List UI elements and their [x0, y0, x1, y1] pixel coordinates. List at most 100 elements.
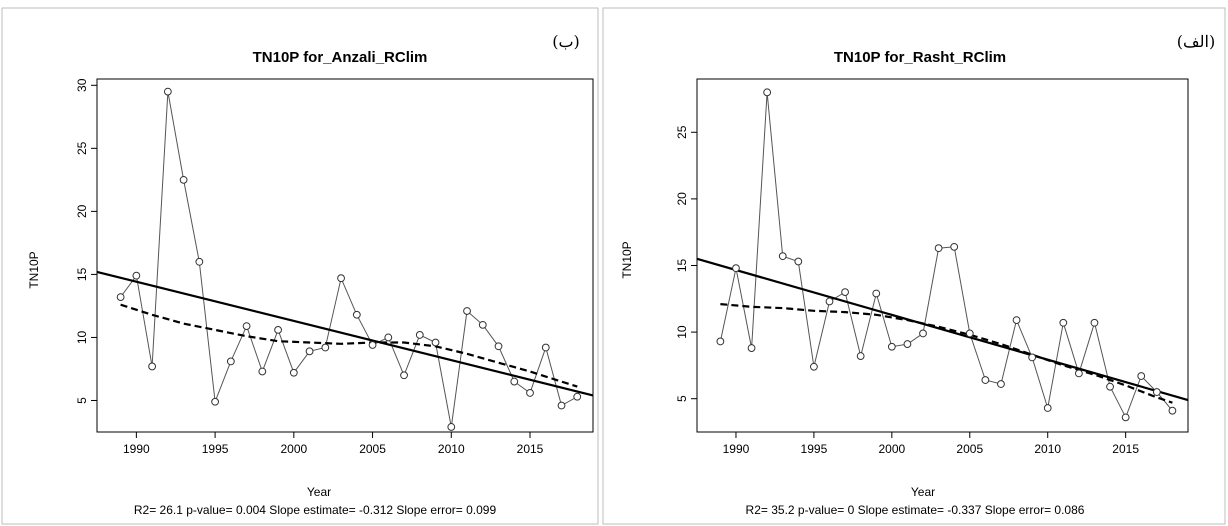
data-point [415, 331, 424, 339]
y-axis-label: TN10P [27, 251, 41, 288]
y-tick-label: 20 [75, 204, 89, 218]
x-tick-label: 2000 [280, 442, 307, 456]
data-point [747, 344, 756, 352]
x-tick-label: 1995 [801, 442, 828, 456]
x-tick-label: 2015 [1112, 442, 1139, 456]
x-axis-label: Year [307, 485, 331, 499]
x-tick-label: 1995 [202, 442, 229, 456]
data-point [305, 347, 314, 356]
y-tick-label: 5 [675, 395, 689, 402]
data-point [352, 310, 361, 319]
data-point [1074, 369, 1083, 378]
data-point [1106, 382, 1114, 391]
chart-title: TN10P for_Anzali_RClim [253, 49, 428, 66]
data-point [872, 289, 881, 298]
data-point [887, 342, 896, 351]
y-tick-label: 25 [675, 125, 689, 139]
x-tick-label: 1990 [123, 442, 150, 456]
data-point [950, 242, 959, 251]
x-axis-label: Year [911, 485, 935, 499]
data-point [289, 368, 298, 377]
data-point [919, 329, 927, 338]
data-point [825, 297, 834, 306]
data-point [841, 288, 849, 297]
series-line [120, 91, 578, 428]
chart-panel-rasht: (الف) TN10P for_Rasht_RClim Year TN10P R… [602, 7, 1226, 525]
data-point [1028, 353, 1037, 362]
plot-border [696, 78, 1189, 433]
chart-panel-anzali: (ب) TN10P for_Anzali_RClim Year TN10P R2… [1, 7, 599, 525]
data-point [463, 307, 471, 315]
data-point [981, 376, 990, 384]
data-point [557, 401, 566, 410]
data-point [1090, 318, 1099, 327]
regression-stats: R2= 35.2 p-value= 0 Slope estimate= -0.3… [746, 503, 1085, 517]
panel-frame [1, 7, 599, 525]
data-point [526, 389, 534, 397]
data-point [1168, 406, 1177, 415]
data-point [778, 252, 787, 261]
data-point [368, 341, 377, 349]
data-point [1152, 388, 1161, 396]
data-point [541, 343, 550, 352]
data-point [573, 392, 582, 401]
trend-line [696, 257, 1189, 402]
data-point [148, 362, 157, 371]
data-point [856, 352, 865, 360]
regression-stats: R2= 26.1 p-value= 0.004 Slope estimate= … [134, 503, 497, 517]
data-point [163, 87, 172, 96]
y-tick-label: 5 [75, 397, 89, 404]
plot-border [96, 78, 594, 433]
data-point [321, 343, 330, 352]
data-point [242, 322, 251, 331]
plot-area: 1990 1995 2000 2005 2010 2015 5 10 15 20 25 30 [75, 78, 594, 456]
data-point [810, 362, 818, 371]
data-point [510, 377, 519, 386]
panel-tag: (الف) [1177, 32, 1215, 51]
data-point [384, 333, 393, 342]
x-tick-label: 1990 [723, 442, 750, 456]
x-tick-label: 2010 [438, 442, 465, 456]
data-point [934, 244, 943, 253]
y-tick-label: 10 [675, 325, 689, 339]
x-tick-label: 2000 [878, 442, 905, 456]
data-point [132, 271, 141, 280]
x-tick-label: 2010 [1034, 442, 1061, 456]
y-tick-label: 25 [75, 141, 89, 155]
data-point [965, 329, 974, 338]
x-tick-label: 2005 [359, 442, 386, 456]
panel-tag: (ب) [552, 32, 580, 51]
data-point [211, 397, 219, 406]
data-point [478, 320, 487, 329]
data-point [1059, 318, 1068, 327]
data-point [494, 342, 503, 351]
y-tick-label: 20 [675, 192, 689, 206]
data-point [258, 367, 267, 376]
data-point [226, 357, 235, 366]
chart-title: TN10P for_Rasht_RClim [834, 49, 1006, 66]
data-point [732, 264, 740, 273]
data-point [179, 175, 188, 184]
data-point [794, 257, 803, 266]
data-point [903, 340, 912, 348]
x-tick-label: 2015 [517, 442, 544, 456]
data-point [997, 380, 1005, 388]
data-point [274, 325, 282, 334]
y-tick-label: 15 [75, 267, 89, 281]
trend-line [96, 270, 594, 397]
data-point [716, 337, 725, 346]
data-point [1012, 316, 1021, 325]
y-tick-label: 10 [75, 330, 89, 344]
data-point [195, 257, 204, 266]
smoothed-trend-line [720, 303, 1173, 404]
y-tick-label: 30 [75, 78, 89, 92]
y-axis-label: TN10P [620, 241, 634, 278]
data-point [337, 274, 345, 283]
data-point [763, 88, 772, 97]
y-tick-label: 15 [675, 258, 689, 272]
data-point [447, 423, 456, 431]
data-point [400, 371, 408, 380]
data-point [431, 338, 440, 347]
data-point [1043, 404, 1052, 412]
